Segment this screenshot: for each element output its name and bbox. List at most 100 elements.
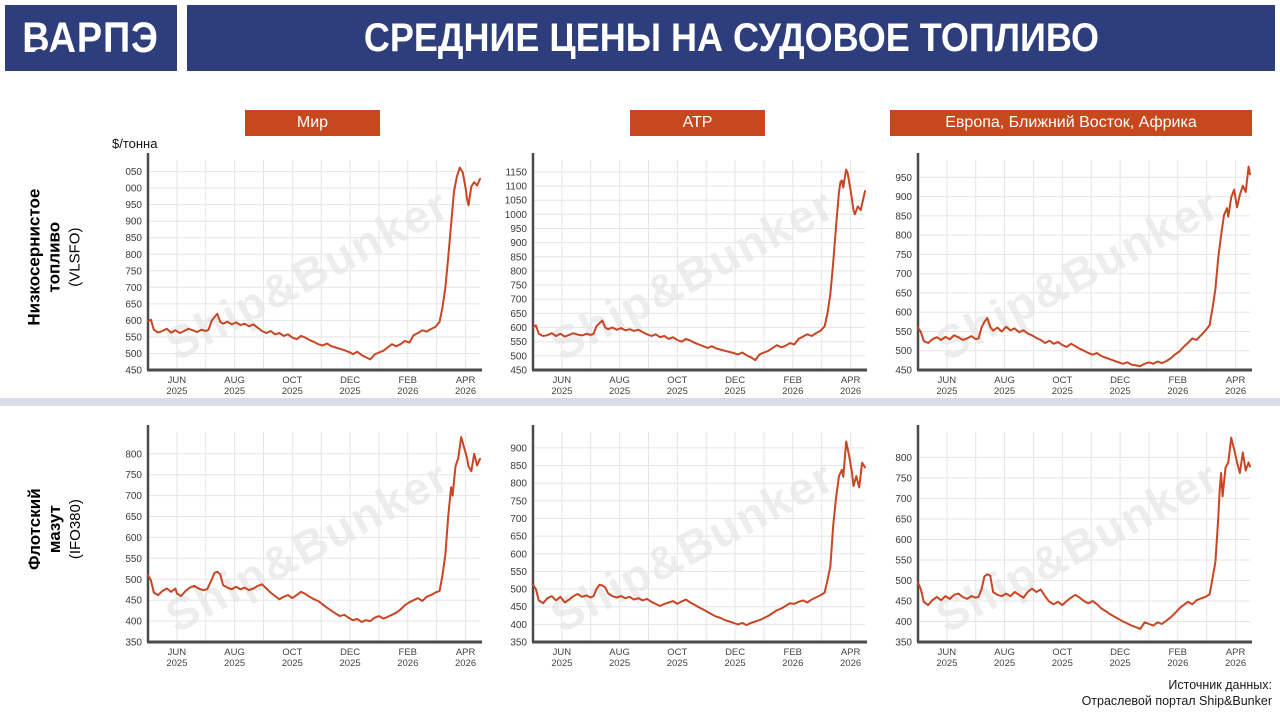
- y-tick-label: 800: [510, 479, 527, 490]
- x-tick-month: DEC: [340, 647, 360, 658]
- y-tick-label: 900: [125, 217, 142, 228]
- y-tick-label: 650: [510, 309, 527, 320]
- chart-ifo380-apac: Ship&Bunker 350 400 450 500 550 600 650 700 750 80…: [493, 412, 871, 670]
- x-tick-year: 2025: [282, 386, 303, 397]
- x-tick-year: 2025: [667, 386, 688, 397]
- x-tick-month: OCT: [667, 375, 687, 386]
- x-tick-month: DEC: [340, 375, 360, 386]
- y-tick-label: 600: [895, 535, 912, 546]
- data-source-line2: Отраслевой портал Ship&Bunker: [1081, 694, 1272, 709]
- y-tick-label: 400: [895, 617, 912, 628]
- x-tick-year: 2025: [551, 386, 572, 397]
- x-tick-month: APR: [456, 647, 476, 658]
- y-tick-label: 950: [125, 200, 142, 211]
- x-tick-month: FEB: [784, 647, 802, 658]
- y-tick-label: 550: [125, 554, 142, 565]
- column-header-world-label: Мир: [296, 114, 329, 131]
- chart-ifo380-emea: Ship&Bunker 350 400 450 500 550 600 650 700 750 80…: [878, 412, 1256, 670]
- watermark: Ship&Bunker: [157, 178, 458, 371]
- x-tick-year: 2026: [455, 386, 476, 397]
- data-source: Источник данных: Отраслевой портал Ship&…: [1082, 677, 1272, 710]
- x-tick-month: AUG: [609, 375, 630, 386]
- column-header-emea-label: Европа, Ближний Восток, Африка: [945, 114, 1197, 131]
- y-tick-label: 650: [895, 288, 912, 299]
- y-tick-label: 550: [510, 567, 527, 578]
- chart-svg: Ship&Bunker 350 400 450 500 550 600 650 700 750 80…: [895, 425, 1252, 669]
- x-tick-year: 2025: [725, 658, 746, 669]
- y-tick-label: 950: [895, 173, 912, 184]
- row-label-ifo380: Флотский мазут (IFO380): [4, 412, 106, 646]
- y-tick-label: 850: [125, 233, 142, 244]
- y-tick-label: 400: [510, 620, 527, 631]
- y-tick-label: 800: [895, 453, 912, 464]
- y-tick-label: 800: [895, 231, 912, 242]
- chart-ifo380-world: Ship&Bunker 350 400 450 500 550 600 650 700 750 80…: [108, 412, 486, 670]
- x-tick-year: 2025: [166, 658, 187, 669]
- y-tick-label: 1000: [505, 210, 528, 221]
- row-label-ifo380-code: (IFO380): [66, 499, 84, 560]
- x-tick-year: 2025: [224, 658, 245, 669]
- x-tick-year: 2026: [455, 658, 476, 669]
- price-line: [147, 166, 481, 361]
- x-tick-year: 2025: [609, 386, 630, 397]
- y-tick-label: 450: [125, 596, 142, 607]
- x-tick-month: AUG: [994, 375, 1015, 386]
- y-axis-unit-label: $/тонна: [112, 136, 158, 151]
- chart-svg: Ship&Bunker 350 400 450 500 550 600 650 700 750 80…: [510, 425, 867, 669]
- x-tick-year: 2025: [994, 386, 1015, 397]
- x-tick-year: 2026: [397, 386, 418, 397]
- row-label-vlsfo-code: (VLSFO): [66, 227, 84, 287]
- y-tick-label: 450: [510, 366, 527, 377]
- x-tick-year: 2026: [782, 386, 803, 397]
- y-tick-label: 700: [895, 494, 912, 505]
- x-tick-month: JUN: [938, 375, 957, 386]
- x-tick-year: 2025: [994, 658, 1015, 669]
- y-tick-label: 700: [510, 514, 527, 525]
- y-tick-label: 500: [895, 346, 912, 357]
- x-tick-month: OCT: [282, 375, 302, 386]
- chart-svg: Ship&Bunker45050055060065070075080085090…: [895, 153, 1252, 397]
- price-line: [532, 440, 866, 627]
- x-tick-month: OCT: [667, 647, 687, 658]
- x-tick-month: FEB: [399, 647, 417, 658]
- y-tick-label: 800: [125, 250, 142, 261]
- row-label-vlsfo: Низкосернистое топливо (VLSFO): [4, 140, 106, 374]
- x-tick-year: 2025: [551, 658, 572, 669]
- x-tick-year: 2025: [667, 658, 688, 669]
- row-label-ifo380-name: Флотский мазут: [24, 488, 65, 570]
- y-tick-label: 450: [895, 366, 912, 377]
- x-tick-month: OCT: [1052, 375, 1072, 386]
- x-tick-month: JUN: [168, 647, 187, 658]
- y-tick-label: 500: [895, 576, 912, 587]
- y-tick-label: 500: [510, 351, 527, 362]
- y-tick-label: 800: [125, 449, 142, 460]
- column-header-emea: Европа, Ближний Восток, Африка: [890, 110, 1252, 136]
- y-tick-label: 850: [895, 211, 912, 222]
- y-tick-label: 450: [510, 602, 527, 613]
- data-source-line1: Источник данных:: [1168, 678, 1272, 692]
- y-tick-label: 1050: [505, 196, 528, 207]
- y-tick-label: 550: [895, 556, 912, 567]
- y-tick-label: 600: [125, 533, 142, 544]
- y-tick-label: 700: [510, 295, 527, 306]
- y-tick-label: 850: [510, 461, 527, 472]
- x-tick-month: APR: [1226, 647, 1246, 658]
- column-header-apac-label: АТР: [682, 114, 713, 131]
- x-tick-month: AUG: [224, 647, 245, 658]
- x-tick-month: AUG: [994, 647, 1015, 658]
- x-tick-year: 2025: [1110, 386, 1131, 397]
- y-tick-label: 750: [895, 473, 912, 484]
- x-tick-month: FEB: [1169, 647, 1187, 658]
- x-tick-year: 2025: [166, 386, 187, 397]
- chart-vlsfo-world: Ship&Bunker 450 500 550 600 650 700 750 800 850 90…: [108, 140, 486, 398]
- y-tick-label: 700: [895, 269, 912, 280]
- y-tick-label: 850: [510, 252, 527, 263]
- y-tick-label: 500: [125, 575, 142, 586]
- x-tick-year: 2025: [1052, 386, 1073, 397]
- x-tick-year: 2025: [609, 658, 630, 669]
- row-label-vlsfo-name: Низкосернистое топливо: [24, 188, 65, 326]
- y-tick-label: 450: [125, 366, 142, 377]
- x-tick-year: 2025: [936, 386, 957, 397]
- x-tick-year: 2025: [725, 386, 746, 397]
- y-tick-label: 700: [125, 491, 142, 502]
